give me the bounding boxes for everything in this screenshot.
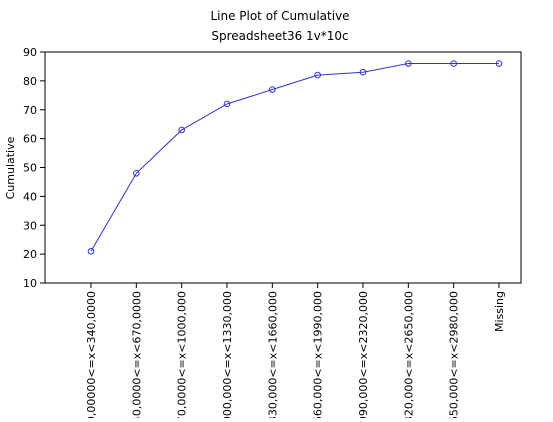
x-tick-label: 340,0000<=x<670,0000 [130,291,143,418]
data-point [359,68,367,76]
data-point [87,247,95,255]
y-tick-label: 70 [23,104,37,117]
x-tick-label: 1330,000<=x<1660,000 [266,291,279,418]
series-line-group [90,63,499,252]
y-tick-label: 90 [23,46,37,59]
y-tick-label: 10 [23,277,37,290]
y-tick-label: 60 [23,133,37,146]
data-point [314,71,321,79]
chart-title: Line Plot of Cumulative [210,9,349,23]
data-point [450,60,457,67]
data-point [405,60,412,67]
data-markers [87,60,503,255]
y-tick-label: 20 [23,248,37,261]
x-tick-label: 2320,000<=x<2650,000 [402,291,415,418]
x-tick-label: 10,00000<=x<340,0000 [85,291,98,418]
y-tick-label: 50 [23,162,37,175]
x-tick-label: 1990,000<=x<2320,000 [357,291,370,418]
x-tick-label: 670,0000<=x<1000,000 [176,291,189,418]
x-tick-label: 1660,000<=x<1990,000 [312,291,325,418]
data-point [223,100,231,108]
chart-subtitle: Spreadsheet36 1v*10c [211,29,348,43]
y-axis-label: Cumulative [4,136,17,199]
series-line [90,63,499,252]
data-point [269,86,276,93]
y-tick-label: 30 [23,219,37,232]
data-point [178,126,185,134]
y-tick-label: 80 [23,75,37,88]
x-tick-label: 2650,000<=x<2980,000 [448,291,461,418]
y-axis-ticks: 10 20 30 40 50 60 70 80 90 [23,46,45,290]
x-tick-label: 1000,000<=x<1330,000 [221,291,234,418]
x-axis-ticks: 10,00000<=x<340,0000 340,0000<=x<670,0000… [85,283,506,422]
x-tick-label: Missing [493,291,506,332]
data-point [133,169,140,177]
data-point [495,60,503,67]
y-tick-label: 40 [23,190,37,203]
